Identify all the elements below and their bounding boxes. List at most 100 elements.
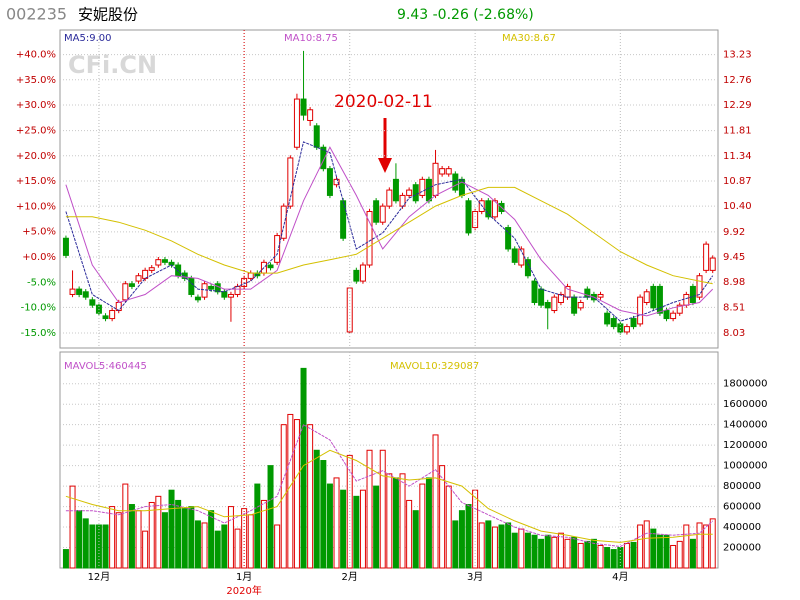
- y-tick-label: 600000: [723, 502, 761, 513]
- legend-entry: MAVOL10:329087: [390, 361, 479, 372]
- volume-bar: [333, 477, 340, 569]
- candle-body: [181, 272, 188, 279]
- candle-body: [359, 264, 366, 282]
- y-tick-label: 9.92: [723, 227, 745, 238]
- candle-body: [122, 283, 129, 301]
- candle-body: [353, 269, 360, 282]
- y2-tick-label: -10.0%: [21, 303, 56, 314]
- volume-bar: [465, 504, 472, 569]
- volume-bar: [518, 528, 525, 569]
- legend-entry: MA5:9.00: [64, 33, 111, 44]
- candle-body: [683, 293, 690, 306]
- candle-body: [135, 275, 142, 282]
- candle-body: [544, 301, 551, 309]
- candle-body: [333, 178, 340, 186]
- y-tick-label: 1200000: [723, 440, 768, 451]
- y-tick-label: 13.23: [723, 50, 752, 61]
- candle-body: [307, 109, 314, 121]
- ma-line: [65, 141, 714, 322]
- y-tick-label: 12.29: [723, 100, 752, 111]
- volume-bar: [208, 510, 215, 569]
- candle-body: [551, 296, 558, 312]
- candle-body: [379, 205, 386, 223]
- volume-bar: [95, 524, 102, 569]
- candle-body: [326, 168, 333, 196]
- candle-body: [89, 299, 96, 306]
- y-tick-label: 1600000: [723, 399, 768, 410]
- volume-bar: [650, 528, 657, 569]
- y-tick-label: 11.34: [723, 151, 752, 162]
- volume-bar: [194, 520, 201, 569]
- volume-bar: [505, 522, 512, 569]
- volume-bar: [201, 522, 208, 569]
- candle-body: [511, 248, 518, 263]
- candle-body: [161, 259, 168, 263]
- candle-body: [571, 296, 578, 314]
- candle-body: [188, 277, 195, 295]
- volume-bar: [432, 434, 439, 569]
- candle-body: [214, 283, 221, 293]
- x-tick-label: 2月: [342, 571, 358, 583]
- volume-bar: [491, 526, 498, 569]
- candle-body: [109, 310, 116, 320]
- year-label: 2020年: [226, 584, 261, 597]
- volume-bar: [524, 532, 531, 569]
- volume-bar: [571, 536, 578, 569]
- candle-body: [102, 315, 109, 320]
- volume-bar: [399, 473, 406, 569]
- volume-bar: [676, 540, 683, 569]
- x-tick-label: 4月: [612, 571, 628, 583]
- candle-body: [637, 296, 644, 325]
- candle-body: [234, 285, 241, 295]
- y2-tick-label: +20.0%: [16, 151, 56, 162]
- candle-body: [577, 301, 584, 309]
- y-tick-label: 1000000: [723, 461, 768, 472]
- volume-bar: [485, 520, 492, 569]
- candle-body: [280, 205, 287, 239]
- volume-bar: [392, 477, 399, 569]
- stock-code: 002235: [6, 5, 67, 24]
- candle-body: [650, 285, 657, 309]
- volume-bar: [122, 483, 129, 569]
- volume-bar: [340, 489, 347, 569]
- candle-body: [406, 189, 413, 196]
- volume-bar: [412, 510, 419, 569]
- candle-body: [531, 280, 538, 303]
- candle-body: [518, 248, 525, 266]
- y-tick-label: 10.40: [723, 201, 752, 212]
- volume-bar: [498, 524, 505, 569]
- volume-bar: [445, 485, 452, 569]
- volume-bar: [260, 499, 267, 569]
- volume-bar: [656, 534, 663, 569]
- candle-body: [412, 184, 419, 202]
- y2-tick-label: +35.0%: [16, 75, 56, 86]
- volume-bar: [531, 534, 538, 569]
- volume-bar: [696, 522, 703, 569]
- candle-body: [399, 194, 406, 207]
- volume-bar: [379, 449, 386, 569]
- candle-body: [465, 200, 472, 234]
- volume-bar: [69, 485, 76, 569]
- candle-body: [194, 296, 201, 301]
- y-tick-label: 1400000: [723, 420, 768, 431]
- y2-tick-label: +30.0%: [16, 100, 56, 111]
- plot-layer: 13.23 12.76 12.29 11.81 11.34 10.87 10.40 9.92 9…: [16, 30, 768, 597]
- candle-body: [623, 326, 630, 333]
- candle-body: [485, 200, 492, 218]
- candle-body: [557, 293, 564, 303]
- candle-body: [274, 235, 281, 263]
- volume-bar: [135, 510, 142, 569]
- y-tick-label: 800000: [723, 481, 761, 492]
- volume-bar: [175, 499, 182, 569]
- y2-tick-label: +10.0%: [16, 201, 56, 212]
- volume-bar: [82, 518, 89, 569]
- y-tick-label: 1800000: [723, 379, 768, 390]
- volume-bar: [274, 524, 281, 569]
- y2-tick-label: -15.0%: [21, 328, 56, 339]
- annotation-arrowhead: [378, 158, 392, 173]
- volume-bar: [320, 460, 327, 569]
- y-tick-label: 11.81: [723, 126, 752, 137]
- volume-bar: [142, 530, 149, 569]
